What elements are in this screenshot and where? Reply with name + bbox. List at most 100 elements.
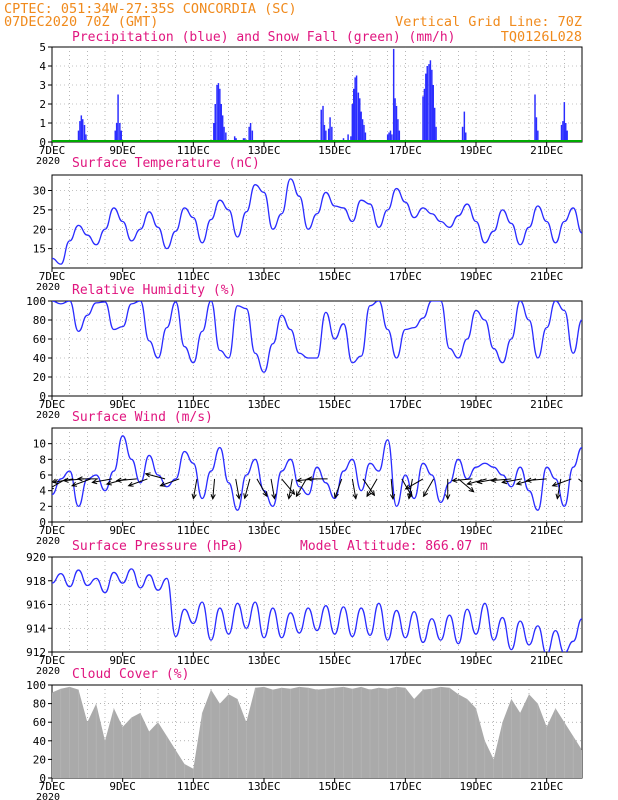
- wind-arrow: [244, 478, 251, 499]
- wind-arrow-head: [159, 481, 166, 487]
- precip-bar: [461, 126, 464, 142]
- wind-arrow-head: [333, 492, 339, 499]
- y-tick-label: 30: [33, 185, 46, 198]
- x-tick-label: 21DEC: [530, 780, 563, 793]
- wind-arrow-head: [551, 481, 558, 487]
- precip-bar: [83, 124, 86, 142]
- x-tick-label: 13DEC: [247, 398, 280, 411]
- x-tick-label: 11DEC: [177, 144, 210, 157]
- y-tick-label: 5: [39, 41, 46, 54]
- wind-arrow: [235, 478, 240, 499]
- x-tick-label: 13DEC: [247, 780, 280, 793]
- precip-bar: [426, 66, 428, 142]
- precip-bar: [213, 123, 215, 142]
- precip-bar: [422, 96, 424, 142]
- precip-bar: [220, 104, 222, 142]
- precip-bar: [534, 94, 536, 142]
- y-tick-label: 40: [33, 735, 46, 748]
- x-tick-label: 7DEC: [39, 144, 66, 157]
- x-tick-label: 21DEC: [530, 654, 563, 667]
- wind-arrow-head: [76, 476, 83, 482]
- y-tick-label: 920: [26, 551, 46, 564]
- wind-arrow-head: [235, 493, 242, 500]
- precip-bar: [329, 117, 331, 142]
- precip-bar: [214, 104, 216, 142]
- precip-bar: [327, 128, 330, 142]
- wind-arrow-head: [468, 487, 475, 493]
- wind-arrow-head: [62, 477, 69, 483]
- pressure-series-line: [52, 568, 582, 652]
- wind-arrow: [423, 478, 435, 497]
- precip-bar: [388, 132, 390, 142]
- wind-arrow-head: [366, 491, 372, 498]
- x-tick-label: 7DEC: [39, 780, 66, 793]
- x-tick-label: 13DEC: [247, 524, 280, 537]
- precip-bar: [398, 130, 401, 142]
- x-tick-label: 11DEC: [177, 654, 210, 667]
- y-tick-label: 914: [26, 622, 46, 635]
- precip-bar: [249, 123, 252, 142]
- precip-bar: [331, 126, 333, 142]
- wind-arrow-head: [525, 477, 532, 483]
- wind-arrow: [116, 478, 137, 482]
- wind-arrow: [52, 478, 56, 484]
- precip-bar: [392, 48, 395, 142]
- wind-arrow-head: [127, 481, 134, 487]
- wind-arrow: [390, 478, 394, 499]
- panel-annotation: Model Altitude: 866.07 m: [300, 539, 488, 554]
- precip-bar: [363, 124, 365, 142]
- x-tick-label: 21DEC: [530, 270, 563, 283]
- series-group: [52, 48, 582, 142]
- x-tick-label: 19DEC: [459, 524, 492, 537]
- rh-series-line: [52, 301, 582, 373]
- x-tick-label: 21DEC: [530, 398, 563, 411]
- wind-arrow: [366, 478, 378, 497]
- precip-bar: [355, 75, 358, 142]
- precip-bar: [251, 130, 254, 142]
- precip-bar: [423, 88, 426, 142]
- year-label: 2020: [36, 792, 60, 800]
- run-label: 07DEC2020 70Z (GMT): [4, 14, 158, 30]
- x-tick-label: 9DEC: [109, 270, 136, 283]
- wind-arrow: [256, 478, 268, 497]
- wind-arrow-head: [91, 479, 98, 485]
- x-tick-label: 21DEC: [530, 144, 563, 157]
- precip-bar: [354, 77, 356, 142]
- x-tick-label: 15DEC: [318, 398, 351, 411]
- precip-bar: [425, 73, 427, 142]
- wind-arrow: [145, 473, 166, 480]
- plot-frame: [51, 174, 583, 269]
- y-tick-label: 918: [26, 575, 46, 588]
- wind-arrow-head: [52, 485, 54, 490]
- x-tick-label: 9DEC: [109, 780, 136, 793]
- wind-arrow: [526, 478, 547, 482]
- wind-arrow: [351, 478, 357, 499]
- series-group: [52, 178, 582, 265]
- series-group: [52, 301, 582, 373]
- y-tick-label: 20: [33, 753, 46, 766]
- precip-bar: [389, 130, 392, 142]
- header: CPTEC: 051:34W-27:35S CONCORDIA (SC) 07D…: [4, 1, 582, 45]
- series-group: [52, 686, 582, 778]
- wind-arrow-head: [476, 479, 483, 485]
- precip-bar: [322, 105, 324, 142]
- wind-arrow-head: [515, 480, 522, 486]
- precip-bar: [465, 132, 467, 142]
- x-tick-label: 15DEC: [318, 524, 351, 537]
- precip-bar: [79, 121, 81, 142]
- wind-arrow-head: [144, 472, 151, 478]
- precip-bar: [350, 136, 352, 142]
- precip-bar: [323, 124, 326, 142]
- wind-arrow: [552, 478, 572, 487]
- precip-bar: [325, 130, 327, 142]
- wind-arrow-head: [445, 494, 451, 501]
- precip-bar: [120, 130, 122, 142]
- wind-arrow-head: [105, 480, 112, 486]
- panel-temp: 15 20 25 30 7DEC 9DEC 11DEC 13DEC 15DEC 17DEC 19DE…: [33, 156, 583, 293]
- wind-arrow-head: [70, 481, 78, 487]
- y-tick-label: 15: [33, 243, 46, 256]
- precip-bar: [360, 111, 362, 142]
- precip-bar: [353, 88, 355, 142]
- wind-arrow: [288, 478, 293, 499]
